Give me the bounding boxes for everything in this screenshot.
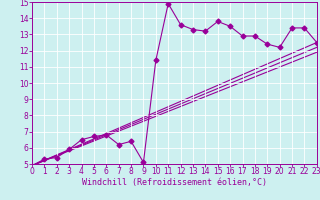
- X-axis label: Windchill (Refroidissement éolien,°C): Windchill (Refroidissement éolien,°C): [82, 178, 267, 187]
